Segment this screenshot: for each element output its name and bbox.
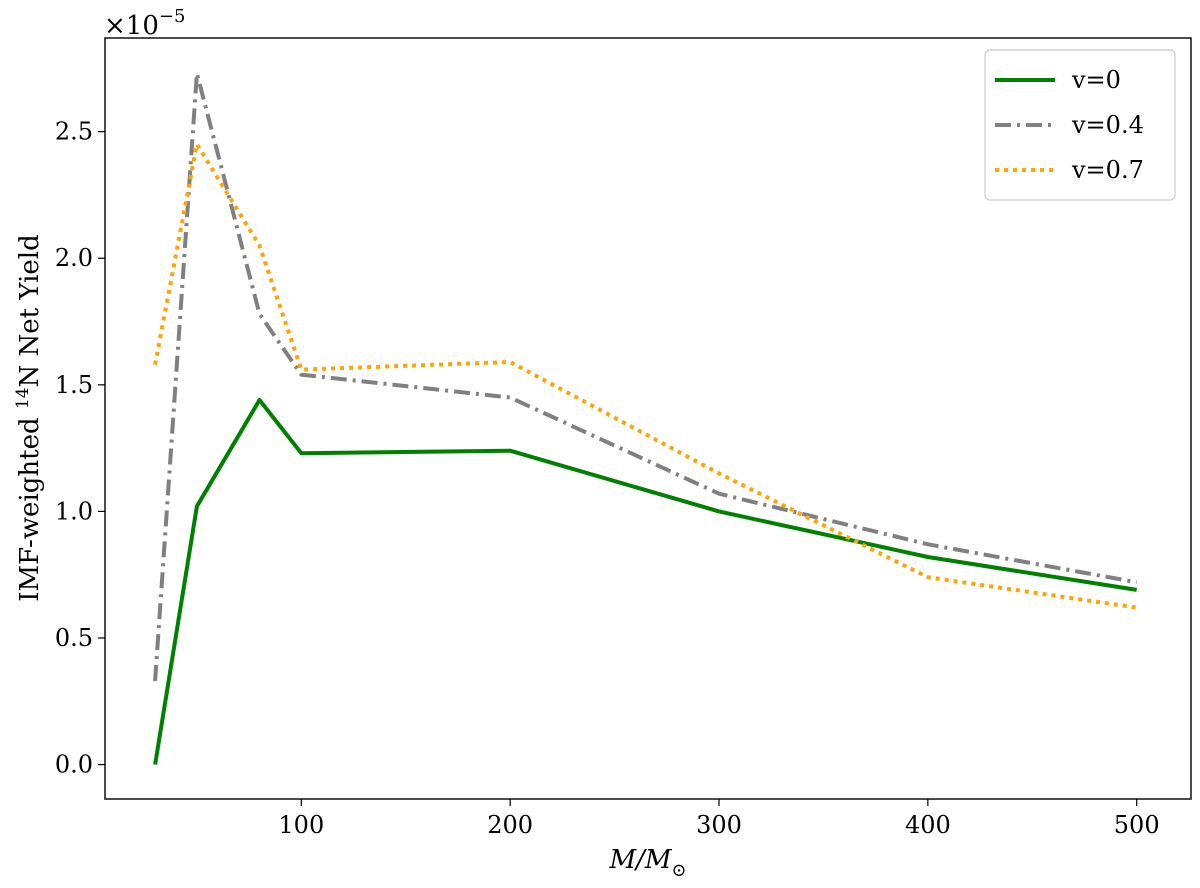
plot-frame bbox=[104, 37, 1192, 800]
y-axis-label: IMF-weighted 14N Net Yield bbox=[13, 234, 45, 602]
series-line-2 bbox=[153, 142, 1137, 610]
x-tick-label: 200 bbox=[487, 811, 533, 839]
series-layer bbox=[153, 71, 1138, 765]
x-tick-label: 400 bbox=[905, 811, 951, 839]
y-tick-label: 2.0 bbox=[55, 244, 93, 272]
x-tick-label: 100 bbox=[278, 811, 324, 839]
legend-label-1: v=0.4 bbox=[1071, 111, 1144, 139]
series-line-0 bbox=[153, 398, 1138, 765]
x-axis-ticks: 100 200 300 400 500 bbox=[278, 799, 1160, 839]
y-axis-ticks: 0.0 0.5 1.0 1.5 2.0 2.5 bbox=[55, 118, 105, 779]
legend-label-2: v=0.7 bbox=[1071, 156, 1144, 184]
y-offset-label: ×10−5 bbox=[104, 6, 185, 41]
x-axis-label-subscript: ⊙ bbox=[671, 860, 686, 881]
y-tick-label: 1.5 bbox=[55, 371, 93, 399]
y-offset-exponent: −5 bbox=[159, 6, 186, 27]
legend-frame bbox=[984, 49, 1176, 201]
y-axis-label-superscript: 14 bbox=[13, 387, 33, 409]
legend: v=0 v=0.4 v=0.7 bbox=[984, 49, 1176, 201]
y-tick-label: 1.0 bbox=[55, 497, 93, 525]
x-axis-label: M/M⊙ bbox=[608, 845, 686, 881]
x-tick-label: 300 bbox=[696, 811, 742, 839]
y-tick-label: 0.5 bbox=[55, 624, 93, 652]
y-tick-label: 2.5 bbox=[55, 118, 93, 146]
y-tick-label: 0.0 bbox=[55, 751, 93, 779]
legend-label-0: v=0 bbox=[1071, 66, 1121, 94]
series-line-1 bbox=[153, 71, 1138, 682]
legend-items: v=0 v=0.4 v=0.7 bbox=[995, 66, 1144, 184]
x-tick-label: 500 bbox=[1114, 811, 1160, 839]
